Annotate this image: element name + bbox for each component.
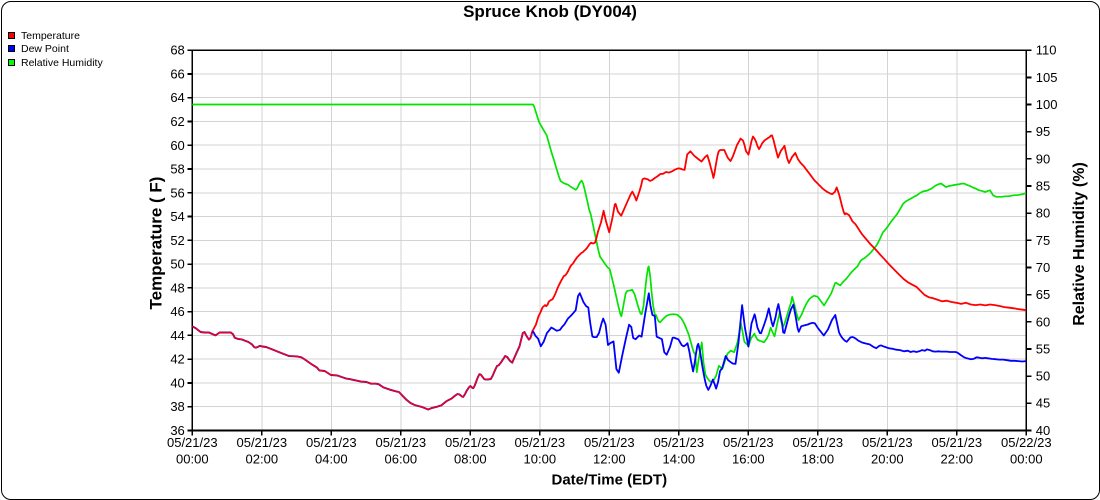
svg-text:68: 68	[170, 43, 184, 58]
svg-text:80: 80	[1036, 206, 1050, 221]
svg-text:62: 62	[170, 114, 184, 129]
svg-text:52: 52	[170, 233, 184, 248]
svg-text:04:00: 04:00	[315, 451, 348, 466]
svg-text:58: 58	[170, 162, 184, 177]
svg-text:45: 45	[1036, 396, 1050, 411]
svg-text:60: 60	[1036, 314, 1050, 329]
svg-text:48: 48	[170, 280, 184, 295]
svg-text:95: 95	[1036, 124, 1050, 139]
svg-text:05/21/23: 05/21/23	[375, 435, 426, 450]
svg-text:60: 60	[170, 138, 184, 153]
svg-text:18:00: 18:00	[802, 451, 835, 466]
svg-text:75: 75	[1036, 233, 1050, 248]
svg-text:Temperature ( F): Temperature ( F)	[147, 177, 166, 310]
svg-text:100: 100	[1036, 97, 1058, 112]
svg-text:50: 50	[1036, 369, 1050, 384]
svg-text:14:00: 14:00	[663, 451, 696, 466]
svg-text:02:00: 02:00	[246, 451, 279, 466]
svg-text:05/22/23: 05/22/23	[1001, 435, 1052, 450]
svg-text:00:00: 00:00	[1010, 451, 1043, 466]
svg-text:06:00: 06:00	[385, 451, 418, 466]
svg-text:Relative Humidity (%): Relative Humidity (%)	[1071, 162, 1088, 326]
svg-text:20:00: 20:00	[871, 451, 904, 466]
svg-text:05/21/23: 05/21/23	[584, 435, 635, 450]
svg-text:54: 54	[170, 209, 184, 224]
svg-text:08:00: 08:00	[454, 451, 487, 466]
svg-text:105: 105	[1036, 70, 1058, 85]
svg-text:05/21/23: 05/21/23	[653, 435, 704, 450]
svg-text:05/21/23: 05/21/23	[167, 435, 218, 450]
svg-text:40: 40	[1036, 423, 1050, 438]
svg-text:64: 64	[170, 90, 184, 105]
svg-text:22:00: 22:00	[941, 451, 974, 466]
svg-text:12:00: 12:00	[593, 451, 626, 466]
svg-text:70: 70	[1036, 260, 1050, 275]
svg-text:16:00: 16:00	[732, 451, 765, 466]
svg-text:05/21/23: 05/21/23	[514, 435, 565, 450]
svg-text:40: 40	[170, 375, 184, 390]
svg-text:Date/Time (EDT): Date/Time (EDT)	[552, 472, 668, 489]
svg-text:05/21/23: 05/21/23	[862, 435, 913, 450]
svg-text:05/21/23: 05/21/23	[792, 435, 843, 450]
svg-text:56: 56	[170, 185, 184, 200]
svg-text:36: 36	[170, 423, 184, 438]
svg-text:05/21/23: 05/21/23	[931, 435, 982, 450]
svg-text:46: 46	[170, 304, 184, 319]
svg-text:110: 110	[1036, 43, 1057, 58]
svg-text:55: 55	[1036, 341, 1050, 356]
svg-text:05/21/23: 05/21/23	[445, 435, 496, 450]
svg-text:90: 90	[1036, 151, 1050, 166]
svg-text:85: 85	[1036, 179, 1050, 194]
svg-text:65: 65	[1036, 287, 1050, 302]
svg-text:05/21/23: 05/21/23	[723, 435, 774, 450]
svg-text:42: 42	[170, 352, 184, 367]
svg-text:05/21/23: 05/21/23	[306, 435, 357, 450]
svg-text:38: 38	[170, 399, 184, 414]
svg-text:44: 44	[170, 328, 184, 343]
svg-text:50: 50	[170, 257, 184, 272]
svg-text:10:00: 10:00	[524, 451, 557, 466]
svg-text:00:00: 00:00	[176, 451, 209, 466]
svg-text:66: 66	[170, 67, 184, 82]
svg-text:05/21/23: 05/21/23	[236, 435, 287, 450]
